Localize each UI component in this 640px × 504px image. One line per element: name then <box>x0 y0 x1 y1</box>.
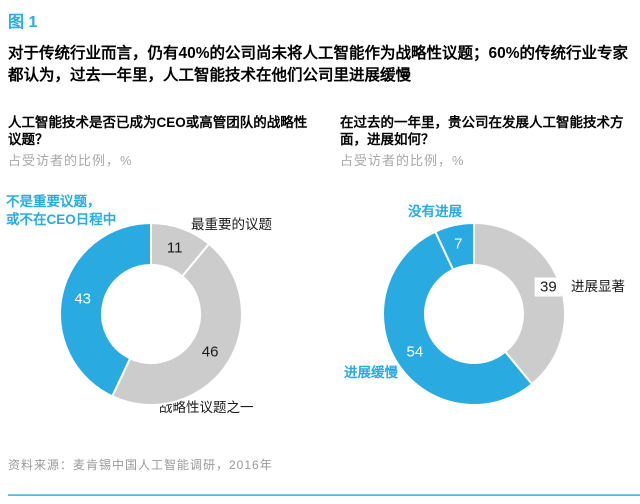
right-chart-title: 在过去的一年里，贵公司在发展人工智能技术方面，进展如何？ <box>340 115 624 147</box>
figure-label: 图 1 <box>8 14 38 31</box>
right-chart-significant-progress-label: 进展显著 <box>571 279 625 294</box>
segment-value-label: 43 <box>74 290 92 308</box>
left-chart-callout-label: 不是重要议题， 或不在CEO日程中 <box>6 194 117 227</box>
donut-segment <box>110 242 243 406</box>
segment-value-label: 39 <box>534 277 562 297</box>
segment-value-label: 11 <box>166 239 183 257</box>
right-donut-chart: 39 54 7 <box>379 219 569 409</box>
left-chart-subtitle: 占受访者的比例，% <box>8 153 133 168</box>
donut-segment <box>382 230 534 406</box>
left-chart-title: 人工智能技术是否已成为CEO或高管团队的战略性议题？ <box>8 115 308 147</box>
right-chart-subtitle: 占受访者的比例，% <box>340 153 465 168</box>
bottom-rule <box>8 494 640 496</box>
figure-headline: 对于传统行业而言，仍有40%的公司尚未将人工智能作为战略性议题；60%的传统行业… <box>8 45 629 84</box>
donut-segment <box>433 221 475 271</box>
left-chart-bottom-segment-label: 战略性议题之一 <box>159 400 254 415</box>
segment-value-label: 46 <box>201 343 219 360</box>
donut-svg <box>382 221 566 406</box>
segment-value-label: 54 <box>406 343 424 360</box>
left-donut-chart: 11 46 43 <box>56 219 246 409</box>
donut-segment <box>473 221 566 386</box>
left-chart-top-segment-label: 最重要的议题 <box>191 217 272 232</box>
right-chart-slow-progress-label: 进展缓慢 <box>344 365 398 380</box>
donut-svg <box>59 221 243 406</box>
right-chart-callout-label: 没有进展 <box>408 204 462 219</box>
donut-segment <box>59 221 152 398</box>
segment-value-label: 7 <box>454 235 463 253</box>
source-note: 资料来源：麦肯锡中国人工智能调研，2016年 <box>8 458 273 472</box>
